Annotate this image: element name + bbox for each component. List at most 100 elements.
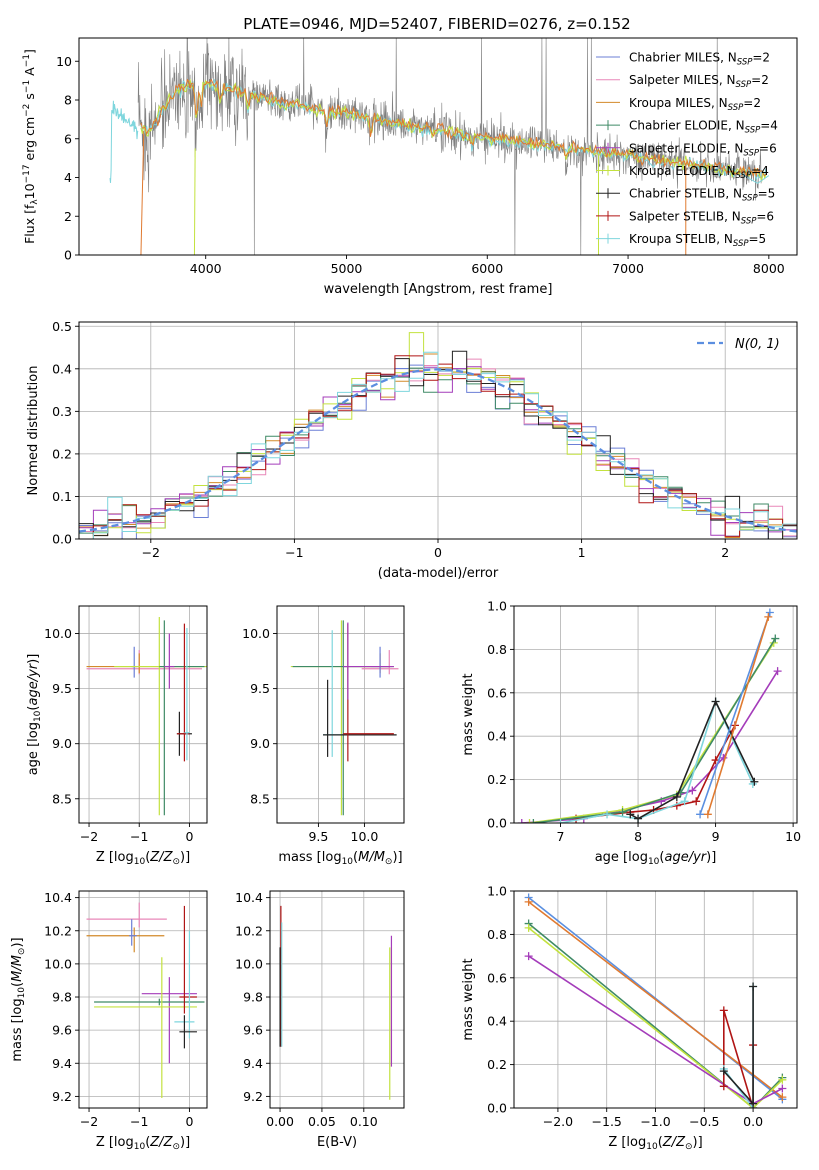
errorbar-point-chabrier_stelib: [179, 1015, 197, 1049]
x-axis-label: age [log10(age/yr)]: [595, 850, 717, 867]
residual-histogram-kroupa_stelib: [79, 351, 797, 539]
errorbar-point-chabrier_elodie: [94, 998, 205, 1006]
y-tick-label: 0.0: [52, 532, 72, 547]
mass-weight-line-kroupa_elodie: [529, 642, 775, 823]
legend-label: Salpeter ELODIE, NSSP=6: [629, 141, 777, 158]
y-tick-label: 0.5: [52, 319, 72, 334]
mass-weight-marker: [703, 810, 712, 819]
y-tick-label: 10.0: [235, 956, 263, 971]
x-axis-label: Z [log10(Z/Z⊙)]: [96, 1135, 190, 1152]
errorbar-point-kroupa_stelib: [184, 628, 190, 761]
plot-area: [524, 893, 787, 1108]
y-tick-label: 0.4: [52, 361, 72, 376]
mass-weight-marker: [672, 792, 681, 801]
axes-frame: [78, 37, 798, 256]
mass-weight-marker: [778, 1075, 787, 1084]
x-tick-label: −0.5: [689, 1114, 719, 1129]
y-tick-label: 9.0: [250, 736, 270, 751]
errorbar-point-chabrier_stelib: [323, 679, 397, 757]
mass-weight-line-kroupa_stelib: [723, 986, 754, 1108]
mass-weight-marker: [524, 897, 533, 906]
y-tick-label: 0.1: [52, 489, 72, 504]
mass-weight-marker: [529, 819, 538, 823]
plot-area: [109, 38, 770, 255]
x-tick-label: −1: [130, 1114, 148, 1129]
y-tick-label: 10.2: [235, 923, 263, 938]
errorbar-point-salpeter_elodie: [343, 622, 394, 700]
y-tick-label: 0.6: [487, 970, 507, 985]
residuals-panel: −2 −1 0 1 2 0.0 0.1 0.2 0.3 0.4 0.5 (data-model)/er…: [26, 319, 798, 581]
y-tick-label: 0.2: [52, 446, 72, 461]
x-tick-label: −2: [80, 1114, 98, 1129]
y-tick-label: 10.0: [44, 956, 72, 971]
mass-vs-ebv-panel: 0.00 0.05 0.10 9.2 9.4 9.6 9.8 10.0 10.2 10.4 E(B-…: [235, 890, 405, 1150]
model-spectrum-orange: [140, 78, 767, 178]
figure-title: PLATE=0946, MJD=52407, FIBERID=0276, z=0…: [243, 15, 630, 33]
plot-area: [517, 608, 782, 823]
y-tick-label: 0.3: [52, 404, 72, 419]
y-tick-label: 9.8: [52, 990, 72, 1005]
x-tick-label: 8000: [753, 261, 785, 276]
y-tick-label: 0.8: [487, 927, 507, 942]
errorbar-point-chabrier_miles: [131, 646, 137, 678]
mass-weight-marker: [773, 667, 782, 676]
age-vs-metallicity-panel: −2 −1 0 8.5 9.0 9.5 10.0 Z [log10(Z/Z⊙)] age [lo…: [26, 605, 208, 867]
x-axis-label: (data-model)/error: [378, 566, 499, 581]
mass-weight-marker: [719, 753, 728, 762]
gaussian-legend-label: N(0, 1): [735, 337, 780, 352]
x-tick-label: 10.0: [351, 829, 379, 844]
x-tick-label: −1: [130, 829, 148, 844]
x-tick-label: −2.0: [543, 1114, 573, 1129]
y-tick-label: 0.2: [487, 772, 507, 787]
mass-weight-marker: [524, 923, 533, 932]
legend-label: Salpeter MILES, NSSP=2: [629, 73, 769, 90]
legend-label: Chabrier ELODIE, NSSP=4: [629, 119, 778, 136]
x-tick-label: 0.00: [266, 1114, 294, 1129]
y-axis-label: mass weight: [461, 673, 476, 755]
x-tick-label: 0: [434, 545, 442, 560]
x-tick-label: 9: [712, 829, 720, 844]
axes-frame: [269, 890, 405, 1109]
errorbar-point-kroupa_stelib: [323, 630, 388, 757]
y-tick-label: 10.4: [44, 890, 72, 905]
y-tick-label: 9.0: [52, 736, 72, 751]
x-axis-label: Z [log10(Z/Z⊙)]: [608, 1135, 702, 1152]
model-spectrum-blue-end: [109, 100, 139, 183]
y-axis-label: mass weight: [461, 958, 476, 1040]
mass-weight-marker: [692, 797, 701, 806]
x-tick-label: 7000: [612, 261, 644, 276]
errorbar-point-salpeter_elodie: [164, 633, 175, 689]
x-tick-label: 9.5: [308, 829, 328, 844]
axes-frame: [276, 605, 405, 824]
model-edge-orange: [140, 130, 145, 255]
mass-weight-marker: [517, 819, 526, 823]
x-tick-label: 7: [557, 829, 565, 844]
y-tick-label: 9.6: [52, 1023, 72, 1038]
axes-frame: [513, 605, 798, 824]
mass-weight-marker: [524, 952, 533, 961]
y-tick-label: 0.8: [487, 642, 507, 657]
model-edge-yellow: [193, 148, 196, 255]
y-axis-label: age [log10(age/yr)]: [26, 654, 43, 776]
mass-weight-marker: [688, 786, 697, 795]
x-tick-label: 10: [785, 829, 801, 844]
y-tick-label: 9.6: [243, 1023, 263, 1038]
mass-weight-marker: [719, 1067, 728, 1076]
x-tick-label: 0.05: [308, 1114, 336, 1129]
y-tick-label: 10.0: [44, 626, 72, 641]
mass-weight-marker: [749, 982, 758, 991]
mass-weight-line-blue: [699, 612, 771, 815]
y-tick-label: 8: [64, 93, 72, 108]
mass-weight-marker: [719, 1082, 728, 1091]
y-tick-label: 9.2: [52, 1089, 72, 1104]
massweight-vs-age-panel: 7 8 9 10 0.0 0.2 0.4 0.6 0.8 1.0 age [log10(age/yr…: [461, 599, 801, 868]
x-tick-label: 0: [185, 1114, 193, 1129]
legend-label: Kroupa ELODIE, NSSP=4: [629, 164, 769, 181]
plot-area: [290, 620, 399, 816]
mass-weight-marker: [778, 1093, 787, 1102]
x-tick-label: 1: [578, 545, 586, 560]
y-tick-label: 9.5: [250, 681, 270, 696]
errorbar-point-chabrier_miles: [370, 646, 390, 678]
massweight-vs-metallicity-panel: −2.0 −1.5 −1.0 −0.5 0.0 0.0 0.2 0.4 0.6 0.8 1.0 Z […: [461, 884, 798, 1152]
